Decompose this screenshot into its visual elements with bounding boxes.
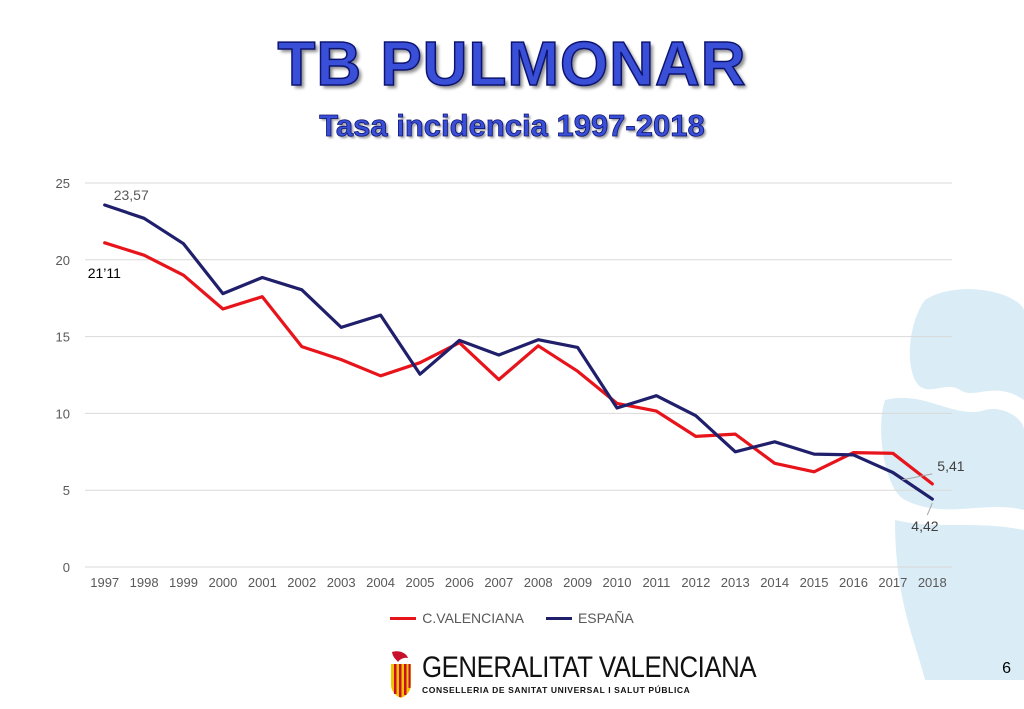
line-chart: 0 5 10 15 20 25 1997 1998 1999 2000 2001 2002 2003 2… (56, 176, 965, 590)
x-tick-label: 2011 (642, 575, 670, 590)
x-tick-label: 2015 (800, 575, 829, 590)
x-tick-label: 1998 (130, 575, 159, 590)
legend-item-espana: ESPAÑA (545, 610, 634, 626)
x-tick-label: 2017 (878, 575, 907, 590)
logo-subtitle: CONSELLERIA DE SANITAT UNIVERSAL I SALUT… (422, 685, 691, 695)
legend-swatch-cvalenciana (390, 616, 417, 620)
x-tick-label: 2004 (366, 575, 395, 590)
page-number: 6 (1002, 660, 1011, 677)
x-tick-label: 2014 (760, 575, 789, 590)
x-tick-label: 2007 (484, 575, 513, 590)
data-label: 4,42 (911, 518, 938, 534)
y-tick-label: 25 (56, 176, 70, 191)
y-axis-ticks: 0 5 10 15 20 25 (56, 176, 70, 575)
x-tick-label: 2013 (721, 575, 750, 590)
y-tick-label: 10 (56, 406, 70, 421)
data-label: 5,41 (937, 458, 964, 474)
x-tick-label: 2016 (839, 575, 868, 590)
chart-subtitle: Tasa incidencia 1997-2018 (319, 108, 705, 143)
annotation-leader (926, 502, 933, 516)
x-tick-label: 2000 (208, 575, 237, 590)
y-tick-label: 0 (63, 560, 70, 575)
x-tick-label: 2001 (248, 575, 277, 590)
logo-name: GENERALITAT VALENCIANA (422, 651, 757, 684)
data-label: 21’11 (88, 265, 121, 281)
x-tick-label: 2006 (445, 575, 474, 590)
x-tick-label: 2012 (681, 575, 710, 590)
data-annotations: 23,57 21’11 5,41 4,42 (88, 187, 965, 534)
annotation-leader (902, 473, 933, 481)
y-tick-label: 5 (63, 483, 70, 498)
generalitat-logo: GENERALITAT VALENCIANA CONSELLERIA DE SA… (388, 650, 811, 698)
x-tick-label: 2008 (524, 575, 553, 590)
x-tick-label: 2018 (918, 575, 947, 590)
legend-label-cvalenciana: C.VALENCIANA (422, 610, 524, 626)
y-tick-label: 20 (56, 253, 70, 268)
chart-legend: C.VALENCIANA ESPAÑA (0, 610, 1024, 626)
legend-label-espana: ESPAÑA (577, 610, 634, 626)
x-tick-label: 2010 (603, 575, 632, 590)
x-tick-label: 2009 (563, 575, 592, 590)
grid-lines (85, 182, 952, 568)
data-label: 23,57 (114, 187, 149, 203)
x-axis-ticks: 1997 1998 1999 2000 2001 2002 2003 2004 2005 2006… (90, 575, 947, 590)
coat-of-arms-icon (391, 651, 411, 698)
watermark-emblem (881, 289, 1024, 680)
x-tick-label: 1999 (169, 575, 198, 590)
legend-swatch-espana (545, 616, 572, 620)
series-lines (103, 203, 934, 501)
series-line-espana (103, 203, 934, 501)
chart-title: TB PULMONAR (277, 30, 747, 99)
x-tick-label: 1997 (90, 575, 119, 590)
x-tick-label: 2002 (287, 575, 316, 590)
series-line-cvalenciana (103, 241, 934, 486)
legend-item-cvalenciana: C.VALENCIANA (390, 610, 524, 626)
x-tick-label: 2003 (327, 575, 356, 590)
x-tick-label: 2005 (406, 575, 435, 590)
y-tick-label: 15 (56, 330, 70, 345)
